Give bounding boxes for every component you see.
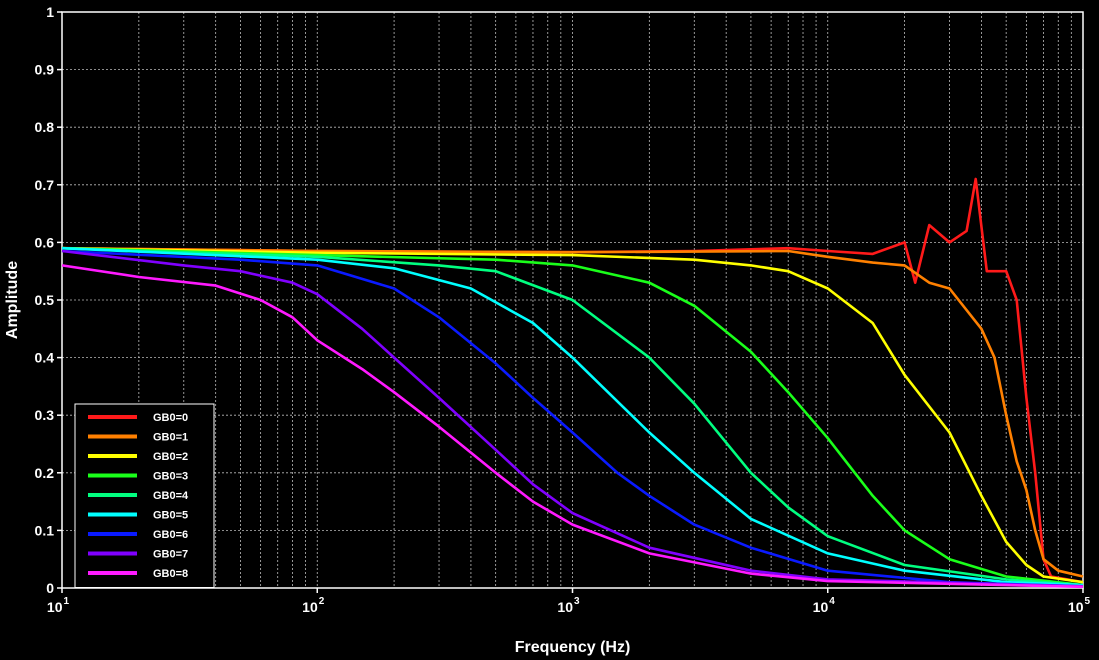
legend-label: GB0=0	[153, 412, 188, 424]
series-line-8	[61, 264, 1084, 589]
x-axis-title: Frequency (Hz)	[515, 639, 631, 656]
legend-label: GB0=3	[153, 471, 188, 483]
y-axis-ticks: 0 0.1 0.2 0.3 0.4 0.5 0.6 0.7 0.8 0.9 1	[35, 4, 62, 596]
y-tick-label: 0.2	[35, 465, 55, 481]
series-line-1	[61, 246, 1084, 578]
legend-label: GB0=4	[153, 490, 189, 502]
series-line-3	[61, 246, 1084, 587]
legend: GB0=0 GB0=1 GB0=2 GB0=3 GB0=4 GB0=5 GB0=6 GB0=7…	[74, 403, 215, 588]
y-tick-label: 0.8	[35, 119, 55, 135]
legend-label: GB0=8	[153, 568, 188, 580]
series-line-7	[61, 249, 1084, 588]
y-tick-label: 0.4	[35, 350, 55, 366]
series-line-5	[61, 246, 1084, 587]
y-axis-title: Amplitude	[4, 261, 21, 339]
legend-label: GB0=7	[153, 549, 188, 561]
y-tick-label: 0.6	[35, 234, 55, 250]
grid	[62, 12, 1083, 588]
series-line-2	[61, 246, 1084, 584]
series-line-4	[61, 246, 1084, 587]
y-tick-label: 0.3	[35, 407, 55, 423]
legend-label: GB0=2	[153, 451, 188, 463]
y-tick-label: 0	[46, 580, 54, 596]
series-lines	[61, 177, 1084, 589]
legend-label: GB0=1	[153, 432, 188, 444]
y-tick-label: 0.9	[35, 62, 55, 78]
y-tick-label: 0.5	[35, 292, 55, 308]
y-tick-label: 0.1	[35, 522, 55, 538]
y-tick-label: 1	[46, 4, 54, 20]
legend-label: GB0=6	[153, 529, 188, 541]
y-tick-label: 0.7	[35, 177, 55, 193]
legend-label: GB0=5	[153, 510, 188, 522]
series-line-0	[61, 177, 1084, 584]
series-line-6	[61, 249, 1084, 588]
